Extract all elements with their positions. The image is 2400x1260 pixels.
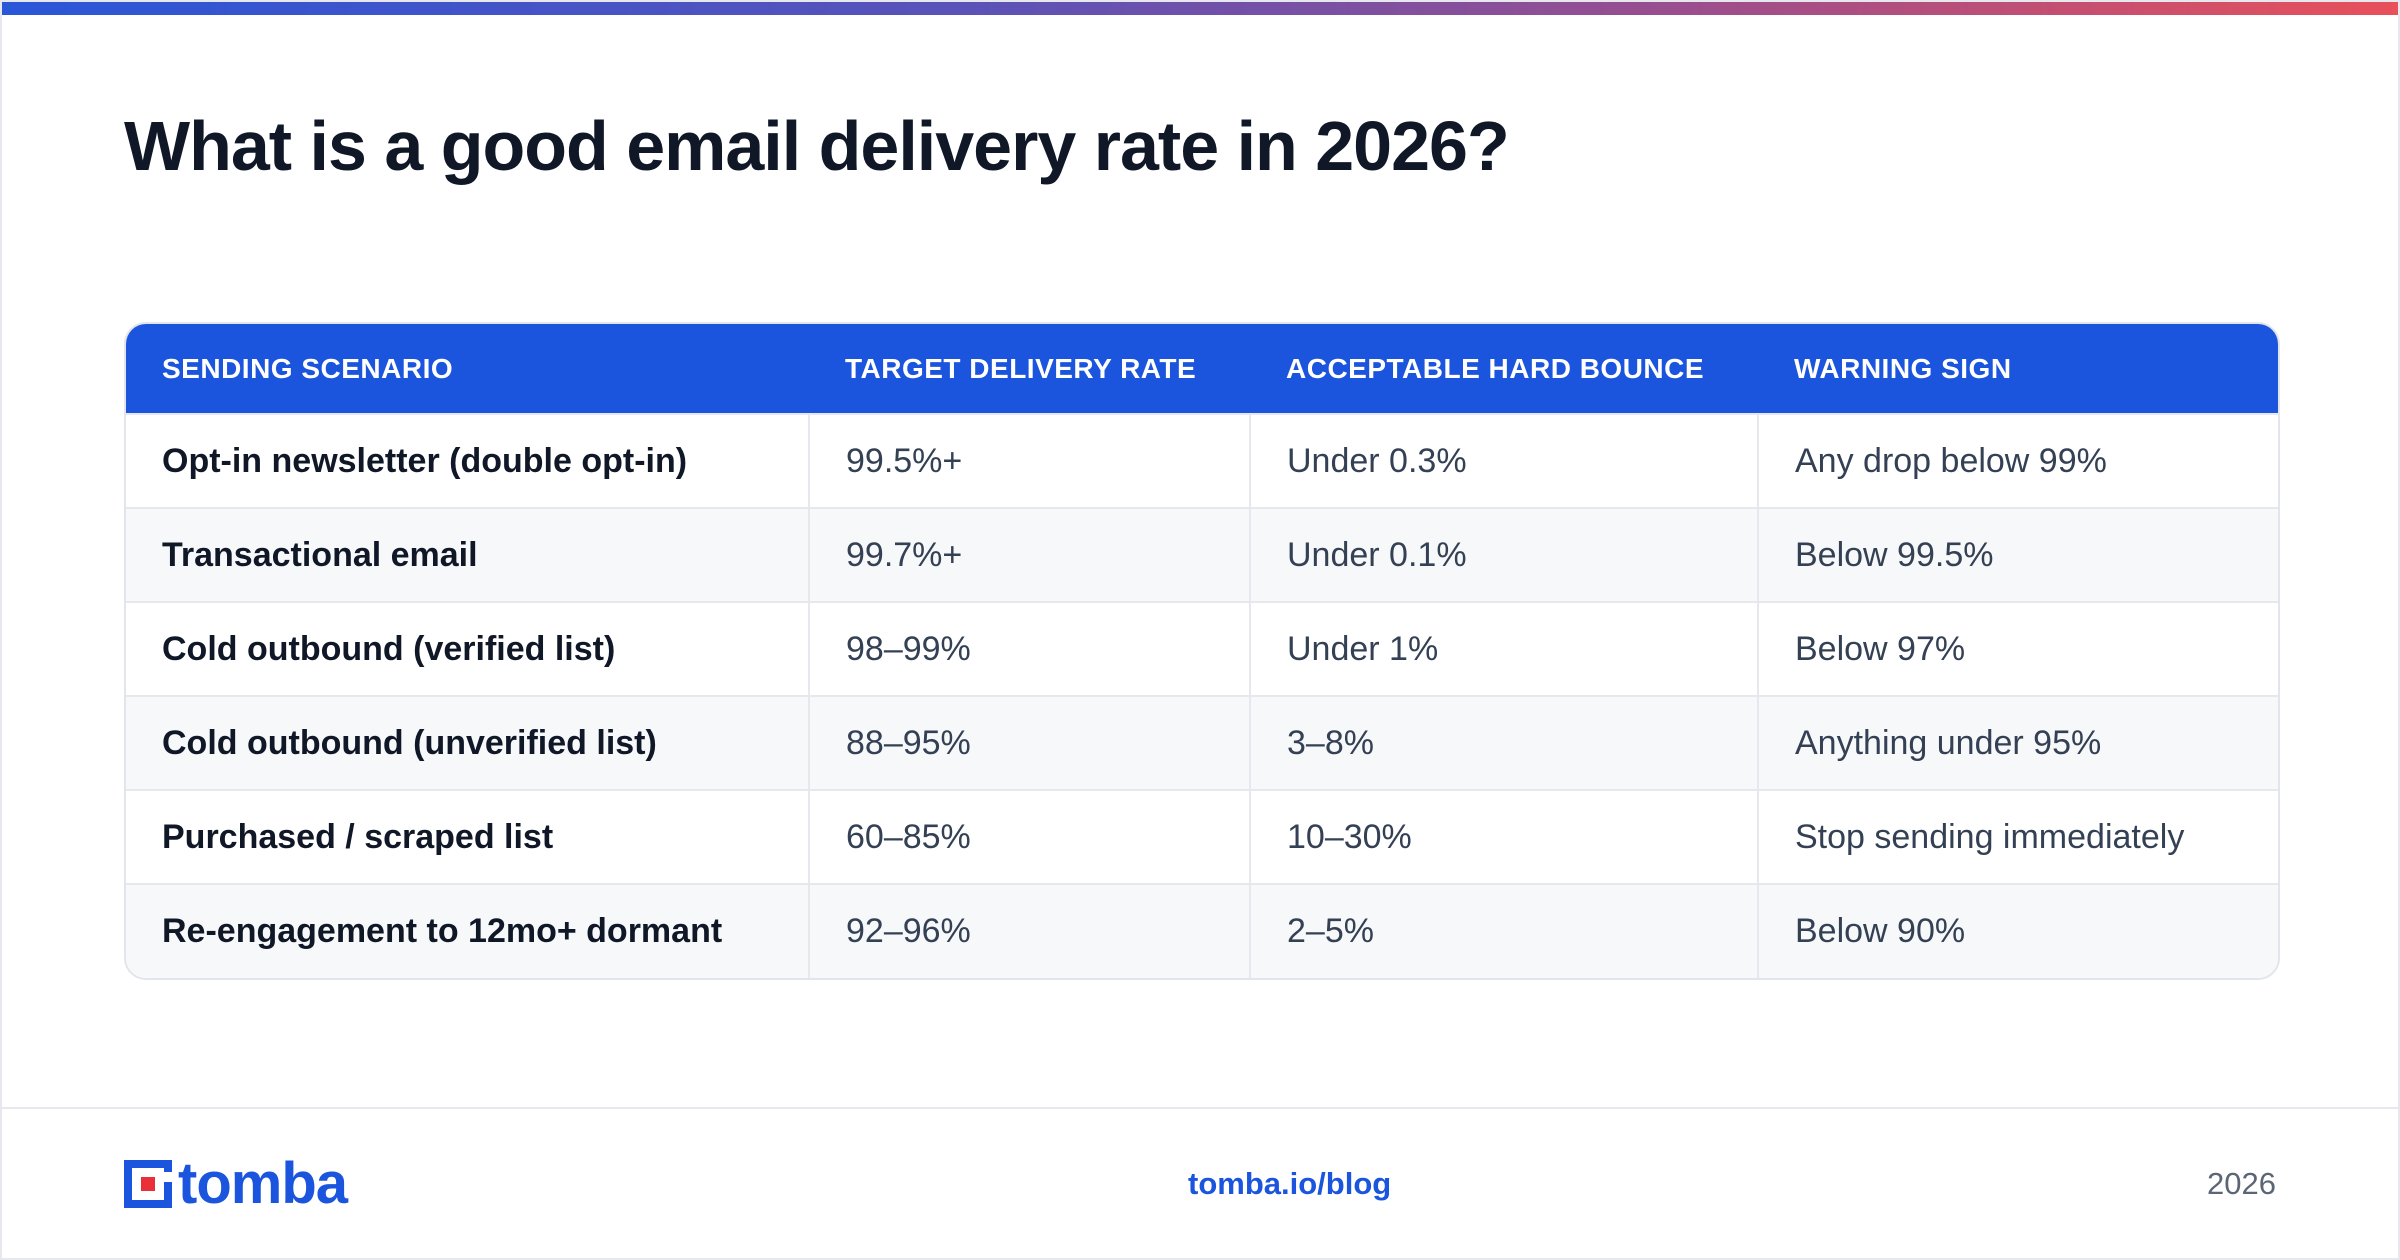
cell-scenario: Transactional email (162, 535, 478, 574)
footer-year: 2026 (2207, 1166, 2276, 1201)
cell-scenario: Re-engagement to 12mo+ dormant (162, 912, 723, 950)
logo-wordmark: tomba (178, 1151, 348, 1216)
cell-hard-bounce: Under 1% (1249, 602, 1758, 696)
cell-warning-sign: Stop sending immediately (1757, 790, 2278, 884)
cell-hard-bounce: Under 0.3% (1249, 414, 1758, 508)
cell-hard-bounce: Under 0.1% (1249, 508, 1758, 602)
cell-warning-sign: Below 97% (1757, 602, 2278, 696)
header-row: SENDING SCENARIO TARGET DELIVERY RATE AC… (126, 324, 2278, 414)
cell-hard-bounce: 2–5% (1249, 884, 1758, 978)
header-target-delivery-rate: TARGET DELIVERY RATE (845, 352, 1197, 384)
cell-target-rate: 99.5%+ (808, 414, 1250, 508)
blog-link[interactable]: tomba.io/blog (1188, 1166, 1392, 1201)
table-body: Opt-in newsletter (double opt-in) 99.5%+… (126, 414, 2278, 978)
cell-warning-sign: Any drop below 99% (1757, 414, 2278, 508)
data-table: SENDING SCENARIO TARGET DELIVERY RATE AC… (126, 324, 2278, 978)
table-row: Purchased / scraped list 60–85% 10–30% S… (126, 790, 2278, 884)
page-title: What is a good email delivery rate in 20… (124, 107, 1510, 185)
cell-target-rate: 99.7%+ (808, 508, 1250, 602)
footer-divider (2, 1107, 2398, 1109)
cell-warning-sign: Anything under 95% (1757, 696, 2278, 790)
header-sending-scenario: SENDING SCENARIO (162, 352, 454, 384)
cell-scenario: Cold outbound (unverified list) (162, 723, 657, 762)
cell-hard-bounce: 10–30% (1249, 790, 1758, 884)
table-header: SENDING SCENARIO TARGET DELIVERY RATE AC… (126, 324, 2278, 414)
header-acceptable-hard-bounce: ACCEPTABLE HARD BOUNCE (1286, 352, 1705, 384)
cell-target-rate: 60–85% (808, 790, 1250, 884)
table-row: Opt-in newsletter (double opt-in) 99.5%+… (126, 414, 2278, 508)
cell-target-rate: 98–99% (808, 602, 1250, 696)
cell-warning-sign: Below 99.5% (1757, 508, 2278, 602)
cell-scenario: Opt-in newsletter (double opt-in) (162, 441, 688, 480)
delivery-rate-table: SENDING SCENARIO TARGET DELIVERY RATE AC… (124, 322, 2280, 980)
cell-scenario: Purchased / scraped list (162, 817, 554, 856)
cell-target-rate: 88–95% (808, 696, 1250, 790)
table-row: Transactional email 99.7%+ Under 0.1% Be… (126, 508, 2278, 602)
tomba-logo[interactable]: tomba (124, 1151, 348, 1216)
gradient-top-bar (2, 2, 2398, 15)
table-row: Cold outbound (unverified list) 88–95% 3… (126, 696, 2278, 790)
header-warning-sign: WARNING SIGN (1794, 352, 2012, 384)
cell-hard-bounce: 3–8% (1249, 696, 1758, 790)
table-row: Re-engagement to 12mo+ dormant 92–96% 2–… (126, 884, 2278, 978)
cell-target-rate: 92–96% (808, 884, 1250, 978)
cell-warning-sign: Below 90% (1757, 884, 2278, 978)
cell-scenario: Cold outbound (verified list) (162, 629, 616, 668)
logo-mark-icon (124, 1160, 172, 1208)
table-row: Cold outbound (verified list) 98–99% Und… (126, 602, 2278, 696)
